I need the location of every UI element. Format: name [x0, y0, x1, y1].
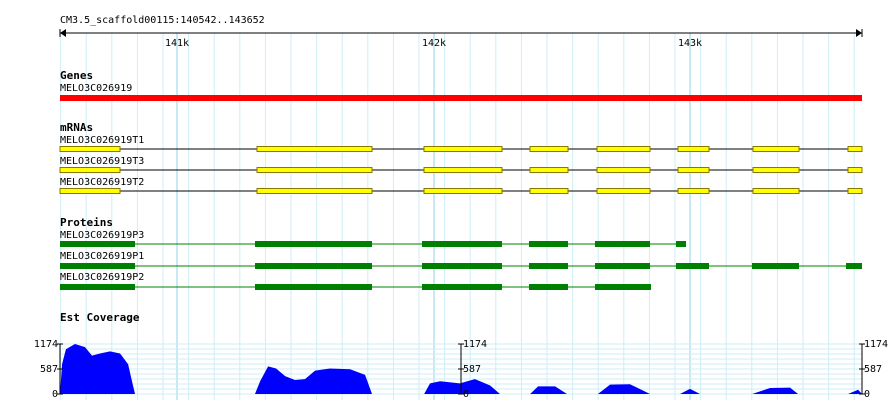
- exon: [847, 188, 863, 194]
- track-title: Genes: [60, 69, 93, 82]
- feature-label: MELO3C026919P3: [60, 230, 144, 241]
- exon: [677, 188, 710, 194]
- gene: [60, 95, 862, 101]
- protein-segment: [676, 241, 686, 247]
- protein-segment: [529, 241, 568, 247]
- protein-segment: [595, 241, 650, 247]
- exon: [596, 188, 651, 194]
- exon: [529, 146, 569, 152]
- ruler-tick: 141k: [165, 38, 189, 49]
- coverage-tick-label: 0: [463, 389, 469, 400]
- exon: [847, 146, 863, 152]
- track-title: Est Coverage: [60, 311, 140, 324]
- exon: [752, 167, 800, 173]
- coverage-tick-label: 587: [463, 364, 481, 375]
- protein-segment: [595, 284, 651, 290]
- protein-segment: [422, 284, 502, 290]
- track-title: Proteins: [60, 216, 113, 229]
- exon: [752, 188, 800, 194]
- exon: [59, 167, 121, 173]
- feature-label: MELO3C026919T1: [60, 135, 144, 146]
- exon: [596, 167, 651, 173]
- feature-label: MELO3C026919: [60, 83, 132, 94]
- exon: [529, 188, 569, 194]
- protein-segment: [529, 263, 568, 269]
- protein-segment: [529, 284, 568, 290]
- protein-segment: [752, 263, 799, 269]
- feature-label: MELO3C026919T2: [60, 177, 144, 188]
- exon: [752, 146, 800, 152]
- coverage-tick-label: 1174: [864, 339, 888, 350]
- exon: [677, 167, 710, 173]
- exon: [423, 167, 503, 173]
- coverage-tick-label: 0: [52, 389, 58, 400]
- protein-segment: [846, 263, 862, 269]
- exon: [59, 188, 121, 194]
- coverage-tick-label: 0: [864, 389, 870, 400]
- exon: [256, 188, 373, 194]
- coverage-tick-label: 1174: [34, 339, 58, 350]
- protein-segment: [60, 263, 135, 269]
- exon: [847, 167, 863, 173]
- coverage-tick-label: 587: [864, 364, 882, 375]
- protein-segment: [255, 284, 372, 290]
- feature-label: MELO3C026919T3: [60, 156, 144, 167]
- feature-label: MELO3C026919P1: [60, 251, 144, 262]
- protein-segment: [422, 263, 502, 269]
- ruler-tick: 143k: [678, 38, 702, 49]
- coverage-area: [60, 344, 862, 394]
- exon: [596, 146, 651, 152]
- protein-segment: [676, 263, 709, 269]
- track-title: mRNAs: [60, 121, 93, 134]
- protein-segment: [422, 241, 502, 247]
- protein-segment: [60, 241, 135, 247]
- exon: [423, 146, 503, 152]
- ruler-label: CM3.5_scaffold00115:140542..143652: [60, 15, 265, 26]
- exon: [59, 146, 121, 152]
- protein-segment: [255, 263, 372, 269]
- exon: [677, 146, 710, 152]
- protein-segment: [595, 263, 650, 269]
- exon: [256, 146, 373, 152]
- protein-segment: [255, 241, 372, 247]
- protein-segment: [60, 284, 135, 290]
- exon: [529, 167, 569, 173]
- exon: [256, 167, 373, 173]
- ruler-tick: 142k: [422, 38, 446, 49]
- coverage-tick-label: 587: [40, 364, 58, 375]
- feature-label: MELO3C026919P2: [60, 272, 144, 283]
- exon: [423, 188, 503, 194]
- coverage-tick-label: 1174: [463, 339, 487, 350]
